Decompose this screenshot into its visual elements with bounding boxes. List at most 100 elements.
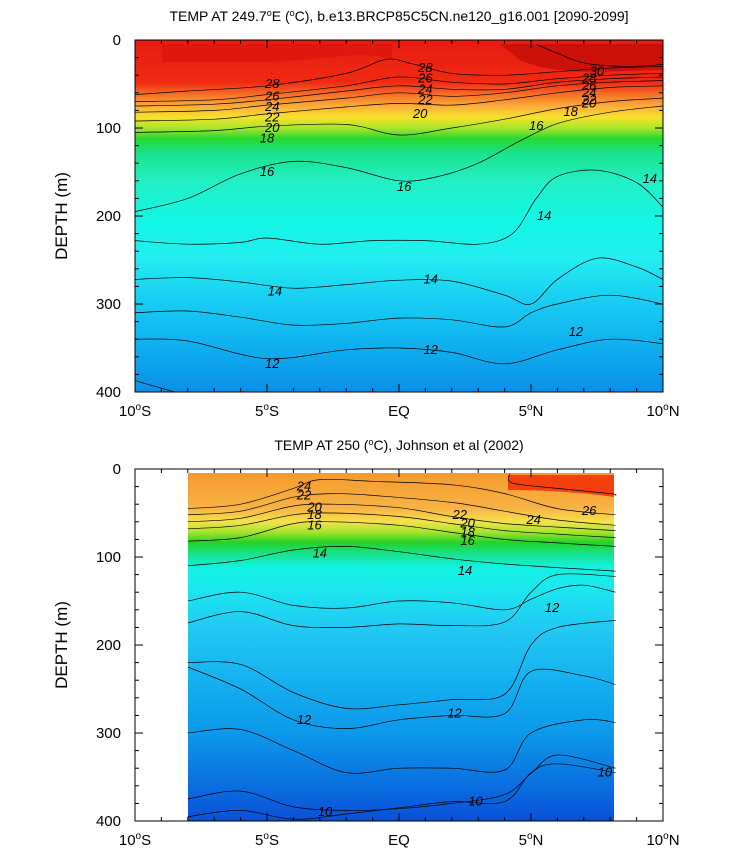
contour-line-10 — [187, 719, 616, 774]
x-tick-label: EQ — [388, 832, 410, 849]
contour-label: 16 — [397, 179, 412, 194]
panel1-warm-core-east — [500, 44, 663, 72]
contour-line-12 — [135, 294, 663, 328]
contour-line-26 — [135, 73, 663, 102]
contour-label: 22 — [264, 109, 280, 124]
contour-line-24 — [187, 478, 616, 516]
contour-line-12 — [187, 573, 616, 629]
panel1-ylabel: DEPTH (m) — [52, 172, 71, 260]
contour-line-16 — [135, 105, 663, 212]
contour-line-24 — [135, 76, 663, 107]
y-tick-label: 400 — [96, 384, 121, 401]
panel1-title: TEMP AT 249.7oE (oC), b.e13.BRCP85C5CN.n… — [169, 8, 628, 24]
contour-label: 30 — [590, 64, 605, 79]
contour-label: 14 — [458, 563, 472, 578]
y-tick-label: 100 — [96, 549, 121, 566]
contour-label: 24 — [525, 512, 540, 527]
contour-label: 12 — [545, 600, 560, 615]
contour-label: 22 — [296, 487, 312, 502]
panel2-fill — [188, 473, 614, 821]
contour-line-12 — [135, 338, 663, 365]
contour-label: 20 — [306, 500, 322, 515]
contour-label: 12 — [423, 342, 438, 357]
contour-label: 18 — [563, 104, 578, 119]
contour-label: 16 — [529, 118, 544, 133]
panel1-warm-core-west — [162, 44, 392, 62]
contour-label: 14 — [268, 284, 282, 299]
y-tick-label: 300 — [96, 725, 121, 742]
contour-label: 10 — [598, 765, 613, 780]
contour-line-14 — [135, 169, 663, 245]
contour-label: 28 — [417, 60, 433, 75]
contour-line-18 — [187, 512, 616, 538]
contour-label: 22 — [581, 92, 597, 107]
y-tick-label: 200 — [96, 637, 121, 654]
panel1-fill — [135, 40, 663, 392]
x-tick-label: 10oS — [119, 831, 151, 849]
contour-line-20 — [135, 85, 663, 122]
contour-line-26 — [507, 473, 617, 496]
contour-line-14 — [135, 257, 663, 305]
contour-label: 22 — [417, 92, 433, 107]
x-tick-label: 5oS — [255, 402, 279, 420]
x-tick-label: 10oN — [646, 402, 679, 420]
y-tick-label: 400 — [96, 813, 121, 830]
contour-line-22 — [187, 493, 616, 526]
contour-label: 26 — [417, 71, 433, 86]
contour-label: 16 — [260, 164, 275, 179]
contour-label: 12 — [447, 706, 462, 721]
y-tick-label: 200 — [96, 208, 121, 225]
contour-label: 26 — [581, 78, 597, 93]
contour-label: 12 — [569, 324, 584, 339]
contour-label: 24 — [264, 99, 279, 114]
x-tick-label: 5oS — [255, 831, 279, 849]
x-tick-label: 5oN — [519, 402, 544, 420]
x-tick-label: EQ — [388, 403, 410, 420]
contour-label: 16 — [460, 533, 475, 548]
contour-label: 16 — [307, 517, 322, 532]
contour-label: 24 — [417, 81, 432, 96]
contour-label: 20 — [412, 106, 428, 121]
x-tick-label: 5oN — [519, 831, 544, 849]
panel2-ylabel: DEPTH (m) — [52, 601, 71, 689]
contour-label: 26 — [264, 88, 280, 103]
x-tick-label: 10oN — [646, 831, 679, 849]
contour-line-10 — [135, 380, 175, 392]
contour-label: 12 — [297, 712, 312, 727]
contour-label: 24 — [296, 479, 311, 494]
contour-line-18 — [135, 97, 663, 136]
contour-label: 10 — [468, 794, 483, 809]
contour-label: 18 — [260, 131, 275, 146]
contour-label: 28 — [581, 71, 597, 86]
contour-label: 12 — [265, 356, 280, 371]
contour-label: 18 — [307, 507, 322, 522]
contour-label: 14 — [537, 208, 551, 223]
contour-label: 20 — [264, 120, 280, 135]
y-tick-label: 0 — [113, 32, 121, 49]
contour-line-12 — [187, 666, 616, 729]
contour-label: 20 — [581, 95, 597, 110]
contour-label: 14 — [313, 545, 327, 560]
x-tick-label: 10oS — [119, 402, 151, 420]
contour-line-22 — [135, 80, 663, 113]
contour-line-28 — [135, 58, 663, 95]
contour-label: 18 — [460, 524, 475, 539]
contour-label: 24 — [581, 85, 596, 100]
contour-label: 14 — [643, 171, 657, 186]
contour-line-14 — [187, 584, 616, 611]
panel1-field: 2826242220181628262422201630282624222018… — [135, 40, 663, 392]
contour-label: 14 — [423, 271, 437, 286]
y-tick-label: 0 — [113, 461, 121, 478]
contour-label: 22 — [451, 507, 467, 522]
contour-label: 20 — [459, 516, 475, 531]
contour-label: 26 — [581, 503, 597, 518]
contour-line-20 — [187, 503, 616, 531]
contour-line-10 — [187, 754, 616, 811]
contour-line-30 — [536, 44, 663, 67]
contour-label: 10 — [318, 804, 333, 819]
contour-label: 28 — [264, 76, 280, 91]
y-tick-label: 300 — [96, 296, 121, 313]
contour-line-16 — [187, 521, 616, 547]
